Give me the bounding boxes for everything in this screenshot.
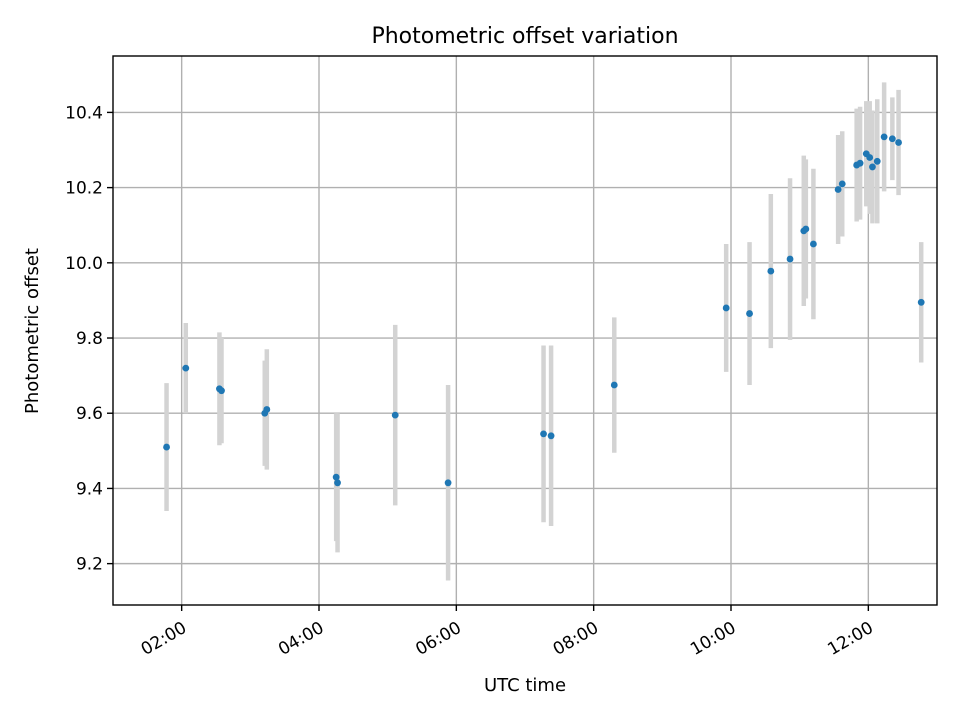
data-point xyxy=(866,154,874,161)
chart-title: Photometric offset variation xyxy=(371,24,678,49)
data-point xyxy=(810,240,817,248)
data-point xyxy=(895,139,902,146)
y-tick-label: 10.0 xyxy=(65,254,103,274)
data-point xyxy=(334,479,341,487)
data-point xyxy=(332,473,340,481)
x-axis-label: UTC time xyxy=(484,675,566,696)
data-point xyxy=(218,387,225,395)
data-point xyxy=(263,406,271,413)
y-tick-label: 9.4 xyxy=(76,479,103,499)
data-point xyxy=(786,255,794,263)
data-point xyxy=(444,479,452,487)
data-point xyxy=(873,157,881,165)
data-point xyxy=(540,430,547,438)
data-point xyxy=(391,411,399,419)
data-point xyxy=(610,381,618,389)
data-point xyxy=(547,432,555,440)
data-point xyxy=(834,186,842,193)
y-tick-label: 10.4 xyxy=(65,103,103,123)
data-point xyxy=(888,135,896,143)
data-point xyxy=(917,298,925,306)
plot-frame xyxy=(112,55,938,606)
data-point xyxy=(767,267,775,275)
data-point xyxy=(838,180,846,188)
data-point xyxy=(856,159,864,167)
y-tick-label: 9.8 xyxy=(76,329,103,349)
y-tick-label: 9.6 xyxy=(76,404,103,424)
data-point xyxy=(746,310,753,317)
data-point xyxy=(163,443,170,451)
data-point xyxy=(722,304,730,312)
y-tick-label: 10.2 xyxy=(65,179,103,199)
y-axis-label: Photometric offset xyxy=(22,248,43,414)
data-point xyxy=(802,225,810,233)
y-tick-label: 9.2 xyxy=(76,555,103,575)
data-points xyxy=(163,133,925,487)
data-point xyxy=(182,364,190,372)
data-point xyxy=(880,133,888,141)
data-point xyxy=(869,163,876,171)
